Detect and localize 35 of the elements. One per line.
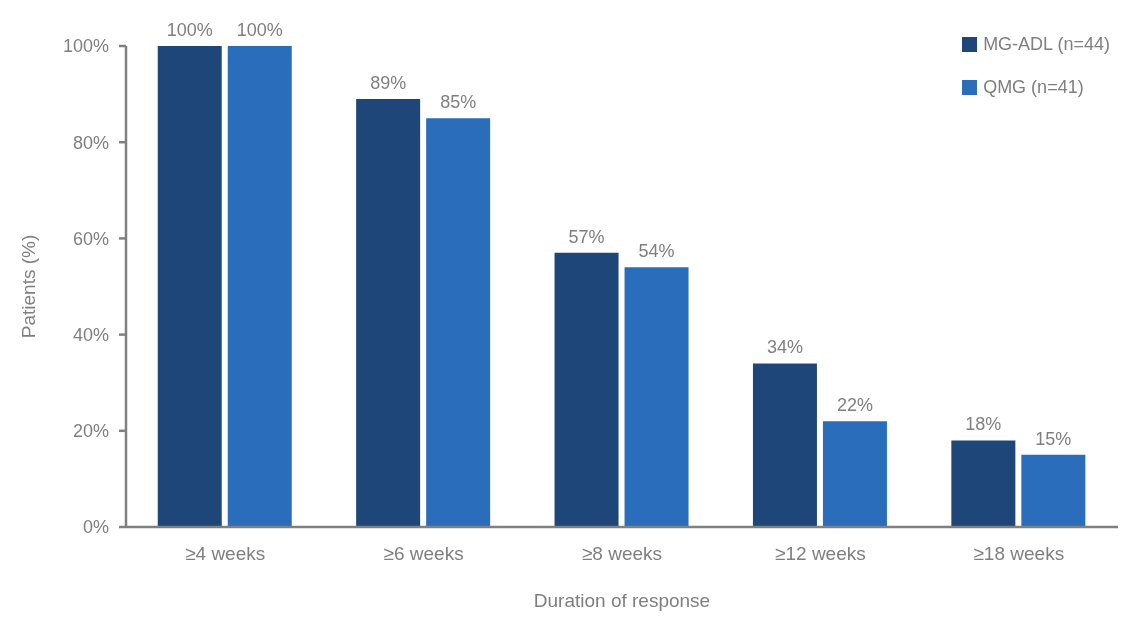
x-tick-label: ≥18 weeks	[973, 543, 1065, 565]
y-tick-label: 40%	[72, 324, 109, 345]
bar	[624, 267, 689, 527]
data-label: 15%	[1035, 428, 1072, 449]
y-tick-label: 0%	[82, 517, 109, 538]
x-tick-label: ≥8 weeks	[581, 543, 663, 565]
data-label: 54%	[638, 241, 675, 262]
data-label: 34%	[766, 337, 803, 358]
bar	[752, 363, 817, 527]
x-tick-label: ≥6 weeks	[383, 543, 464, 565]
y-tick-label: 20%	[72, 421, 109, 442]
data-label: 85%	[440, 92, 477, 113]
bar	[356, 98, 421, 527]
y-tick-label: 100%	[62, 36, 109, 57]
y-tick-label: 60%	[72, 228, 109, 249]
data-label: 22%	[836, 395, 873, 416]
legend-label: MG-ADL (n=44)	[983, 34, 1110, 55]
bar	[951, 440, 1016, 527]
x-tick-label: ≥12 weeks	[775, 543, 866, 565]
data-label: 57%	[568, 226, 605, 247]
data-label: 100%	[166, 20, 213, 40]
bar	[1021, 454, 1086, 527]
data-label: 89%	[370, 72, 407, 93]
data-label: 18%	[965, 414, 1002, 435]
bar	[227, 46, 292, 527]
legend-label: QMG (n=41)	[983, 77, 1084, 98]
y-tick-label: 80%	[72, 132, 109, 153]
data-label: 100%	[236, 20, 283, 40]
x-axis-title: Duration of response	[533, 590, 711, 611]
bar	[426, 118, 491, 527]
bar	[554, 252, 619, 527]
x-tick-label: ≥4 weeks	[185, 543, 266, 565]
bar	[822, 421, 887, 527]
y-axis-title: Patients (%)	[17, 234, 39, 339]
bar	[157, 46, 222, 527]
